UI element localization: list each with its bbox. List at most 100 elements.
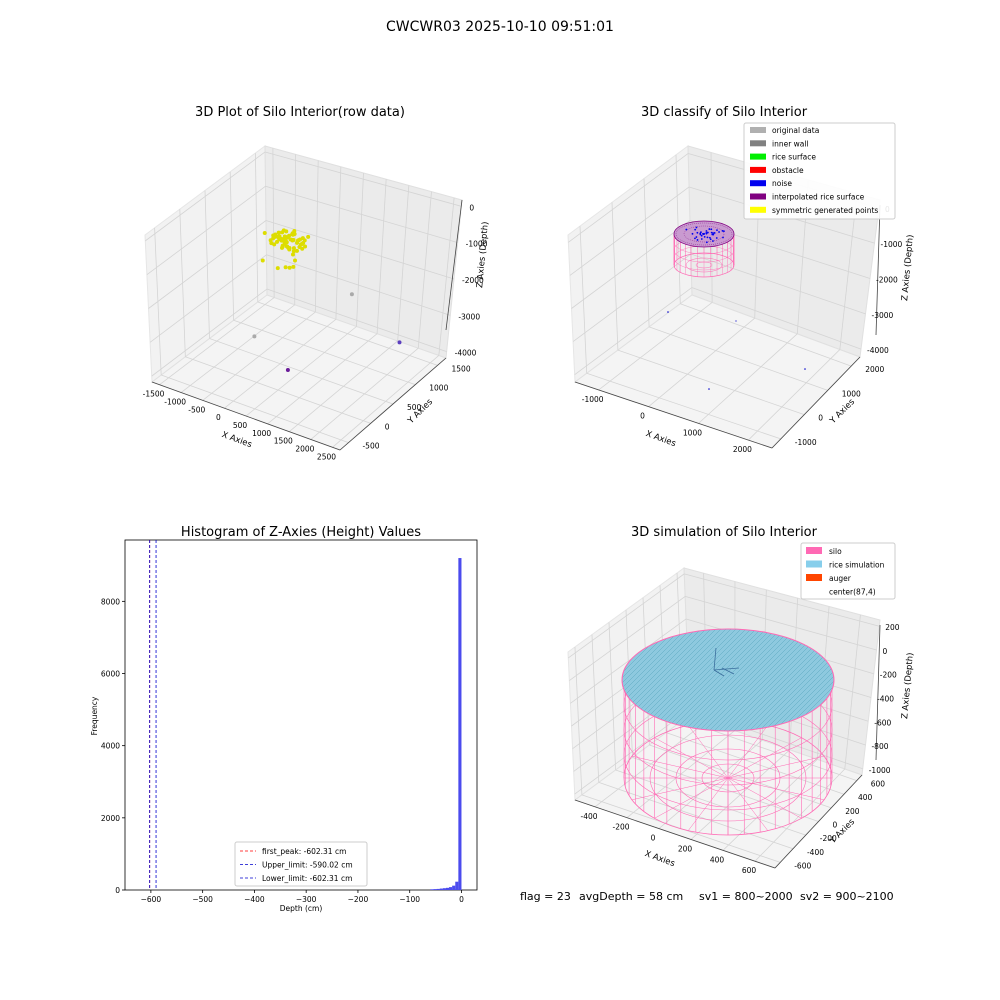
- panel2-y-axis: [771, 356, 861, 449]
- panel2-noise-point: [667, 311, 669, 313]
- noise-point: [696, 231, 699, 234]
- footer-sv2: sv2 = 900~2100: [800, 890, 894, 903]
- y-tick-label: 8000: [101, 597, 120, 606]
- legend-swatch: [750, 127, 766, 133]
- histogram-bar: [449, 887, 453, 890]
- panel1-z-axis: [445, 199, 463, 331]
- x-tick-label: 1000: [252, 429, 271, 438]
- data-point: [269, 241, 274, 246]
- noise-point: [721, 229, 724, 232]
- panel1-grid: [145, 148, 462, 448]
- y-tick-label: 4000: [101, 742, 120, 751]
- x-tick-label: 500: [233, 421, 248, 430]
- panel2-xlabel: X Axies: [644, 429, 677, 449]
- panel2-legend-box: [743, 122, 896, 220]
- noise-point: [700, 234, 703, 237]
- x-tick-label: -400: [580, 812, 597, 821]
- x-tick-label: -1000: [582, 395, 604, 404]
- y-tick-label: -1000: [795, 438, 817, 447]
- legend-label: inner wall: [772, 139, 809, 148]
- x-tick-label: 0: [216, 413, 221, 422]
- data-point: [290, 232, 295, 237]
- noise-point: [700, 231, 702, 233]
- histogram-bar: [455, 881, 459, 890]
- data-point: [276, 230, 281, 235]
- noise-point: [694, 237, 696, 240]
- y-tick-label: 0: [385, 422, 390, 431]
- z-tick-label: -2000: [462, 276, 484, 285]
- data-point: [280, 243, 285, 248]
- data-point: [262, 231, 267, 236]
- x-tick-label: -500: [188, 405, 205, 414]
- noise-point: [706, 236, 709, 239]
- noise-point: [708, 236, 711, 239]
- noise-point: [703, 235, 706, 238]
- x-tick-label: −500: [192, 895, 213, 904]
- data-point: [306, 234, 311, 239]
- x-tick-label: −300: [296, 895, 317, 904]
- z-tick-label: -600: [874, 718, 891, 727]
- x-tick-label: 400: [710, 855, 725, 864]
- panel-classify-3d: 3D classify of Silo Interior -1000 0 1000 2…: [567, 105, 916, 454]
- data-point: [290, 237, 295, 242]
- y-tick-label: 2000: [101, 814, 120, 823]
- noise-point: [705, 232, 708, 235]
- data-point: [299, 241, 304, 246]
- panel-histogram: Histogram of Z-Axies (Height) Values −60…: [90, 525, 478, 913]
- panel3-xlabel: Depth (cm): [280, 904, 323, 913]
- x-tick-label: 2000: [733, 445, 752, 454]
- data-point: [303, 244, 308, 249]
- legend-swatch: [750, 180, 766, 187]
- footer-info: flag = 23 avgDepth = 58 cm sv1 = 800~200…: [520, 890, 894, 903]
- noise-point: [710, 228, 713, 231]
- panel2-tick-labels: -1000010002000-10000100020000-1000-2000-…: [582, 205, 903, 454]
- panel2-x-axis: [574, 381, 773, 449]
- y-tick-label: 0: [115, 886, 120, 895]
- panel3-ticks: −600 −500 −400 −300 −200 −100 0 0 2000 4000 6000 80…: [101, 597, 464, 904]
- z-tick-label: -1000: [881, 240, 903, 249]
- legend-label: obstacle: [772, 166, 804, 175]
- panel2-noise-point: [804, 368, 806, 370]
- data-point: [279, 238, 284, 243]
- footer-flag: flag = 23: [520, 890, 571, 903]
- legend-label: Upper_limit: -590.02 cm: [262, 861, 353, 870]
- panel3-plot-area: [124, 539, 478, 891]
- data-point: [298, 237, 303, 242]
- z-tick-label: -200: [880, 671, 897, 680]
- data-point: [349, 292, 354, 297]
- panel4-tick-labels: -400 -200 0 200 400 600 -600 -400 -200 0 200 400 600…: [580, 623, 899, 875]
- x-tick-label: 0: [640, 412, 645, 421]
- x-tick-label: −400: [244, 895, 265, 904]
- y-tick-label: 600: [871, 780, 886, 789]
- y-tick-label: 2000: [865, 365, 884, 374]
- noise-point: [706, 231, 709, 234]
- legend-swatch: [806, 574, 822, 581]
- data-point: [283, 265, 288, 270]
- data-point: [281, 228, 286, 233]
- z-tick-label: -800: [871, 742, 888, 751]
- y-tick-label: 200: [845, 807, 860, 816]
- data-point: [291, 246, 296, 251]
- x-tick-label: -1000: [164, 398, 186, 407]
- legend-swatch: [806, 560, 822, 568]
- panel2-noise-point: [708, 388, 710, 390]
- legend-swatch: [750, 140, 766, 147]
- data-point: [260, 258, 265, 263]
- panel2-noise-point: [735, 320, 737, 322]
- x-tick-label: 2500: [317, 452, 336, 461]
- noise-point: [691, 232, 694, 235]
- y-tick-label: 0: [818, 414, 823, 423]
- z-tick-label: -2000: [876, 276, 898, 285]
- noise-point: [713, 232, 716, 234]
- footer-sv1: sv1 = 800~2000: [699, 890, 793, 903]
- noise-point: [685, 228, 688, 231]
- legend-label: center(87,4): [829, 588, 876, 597]
- noise-point: [694, 228, 697, 231]
- panel4-x-axis: [574, 799, 776, 869]
- z-tick-label: -3000: [458, 312, 480, 321]
- data-point: [292, 258, 297, 263]
- legend-swatch: [750, 193, 766, 200]
- noise-point: [723, 230, 725, 233]
- legend-swatch: [750, 166, 766, 173]
